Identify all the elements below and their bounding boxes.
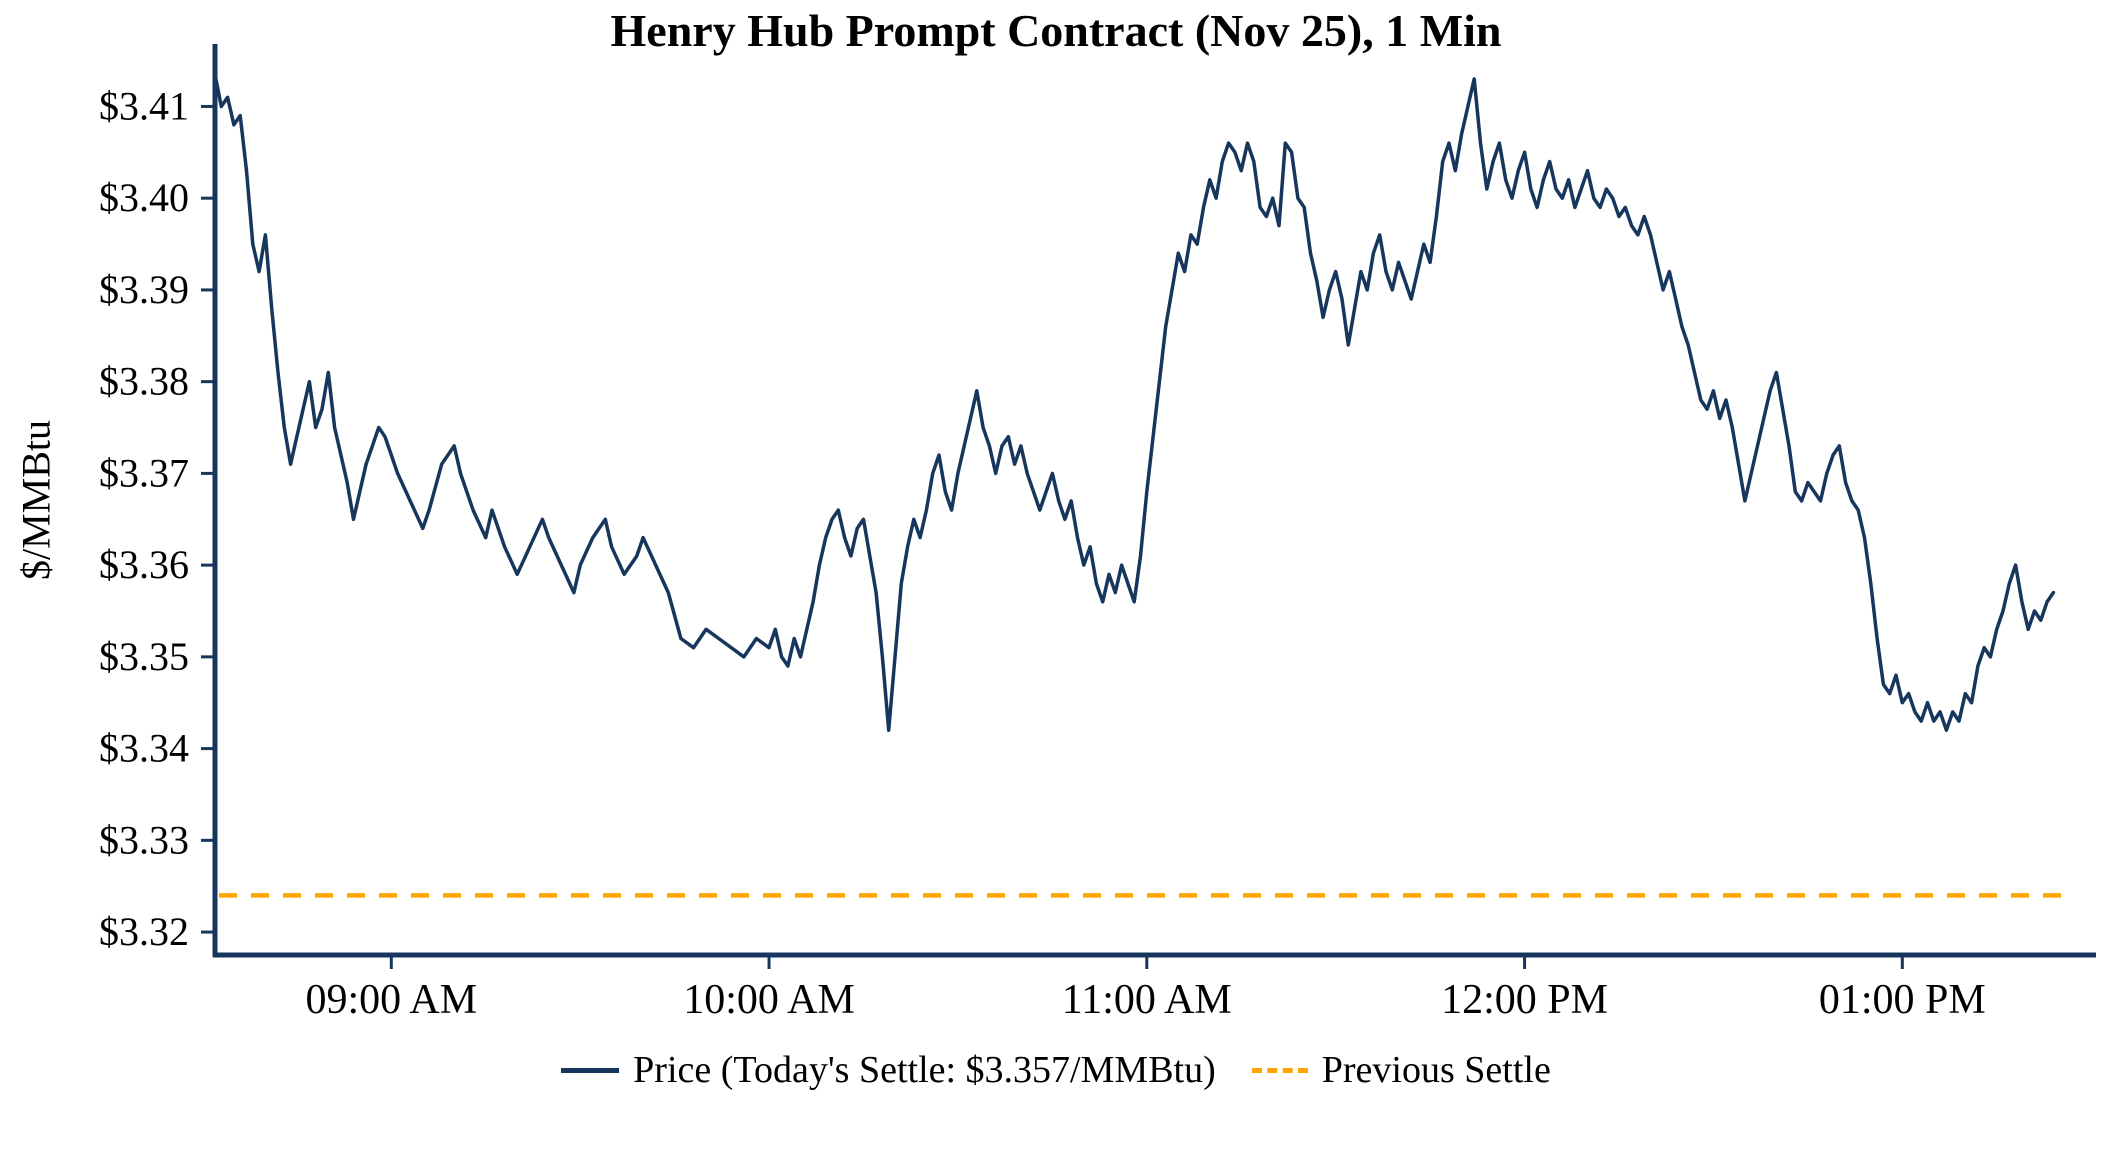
chart-title: Henry Hub Prompt Contract (Nov 25), 1 Mi… <box>610 5 1502 56</box>
x-tick-label: 12:00 PM <box>1441 977 1608 1023</box>
y-tick-label: $3.39 <box>99 267 189 312</box>
x-tick-label: 01:00 PM <box>1819 977 1986 1023</box>
y-tick-label: $3.33 <box>99 817 189 862</box>
legend-price-label: Price (Today's Settle: $3.357/MMBtu) <box>633 1049 1216 1091</box>
y-tick-label: $3.38 <box>99 359 189 404</box>
y-tick-label: $3.36 <box>99 542 189 587</box>
x-tick-label: 09:00 AM <box>306 977 478 1023</box>
y-tick-label: $3.40 <box>99 175 189 220</box>
y-tick-label: $3.35 <box>99 634 189 679</box>
legend-item-previous-settle: Previous Settle <box>1251 1048 1551 1092</box>
legend-item-price: Price (Today's Settle: $3.357/MMBtu) <box>561 1048 1216 1092</box>
price-line <box>213 72 2056 732</box>
legend: Price (Today's Settle: $3.357/MMBtu) Pre… <box>0 1048 2112 1092</box>
legend-previous-settle-label: Previous Settle <box>1321 1049 1551 1091</box>
price-line-swatch <box>561 1067 620 1073</box>
y-tick-label: $3.34 <box>99 726 189 771</box>
y-tick-label: $3.41 <box>99 83 189 128</box>
y-tick-label: $3.37 <box>99 450 189 495</box>
x-tick-label: 11:00 AM <box>1062 977 1232 1023</box>
y-tick-label: $3.32 <box>99 909 189 954</box>
x-tick-label: 10:00 AM <box>683 977 855 1023</box>
previous-settle-swatch <box>1251 1067 1308 1073</box>
